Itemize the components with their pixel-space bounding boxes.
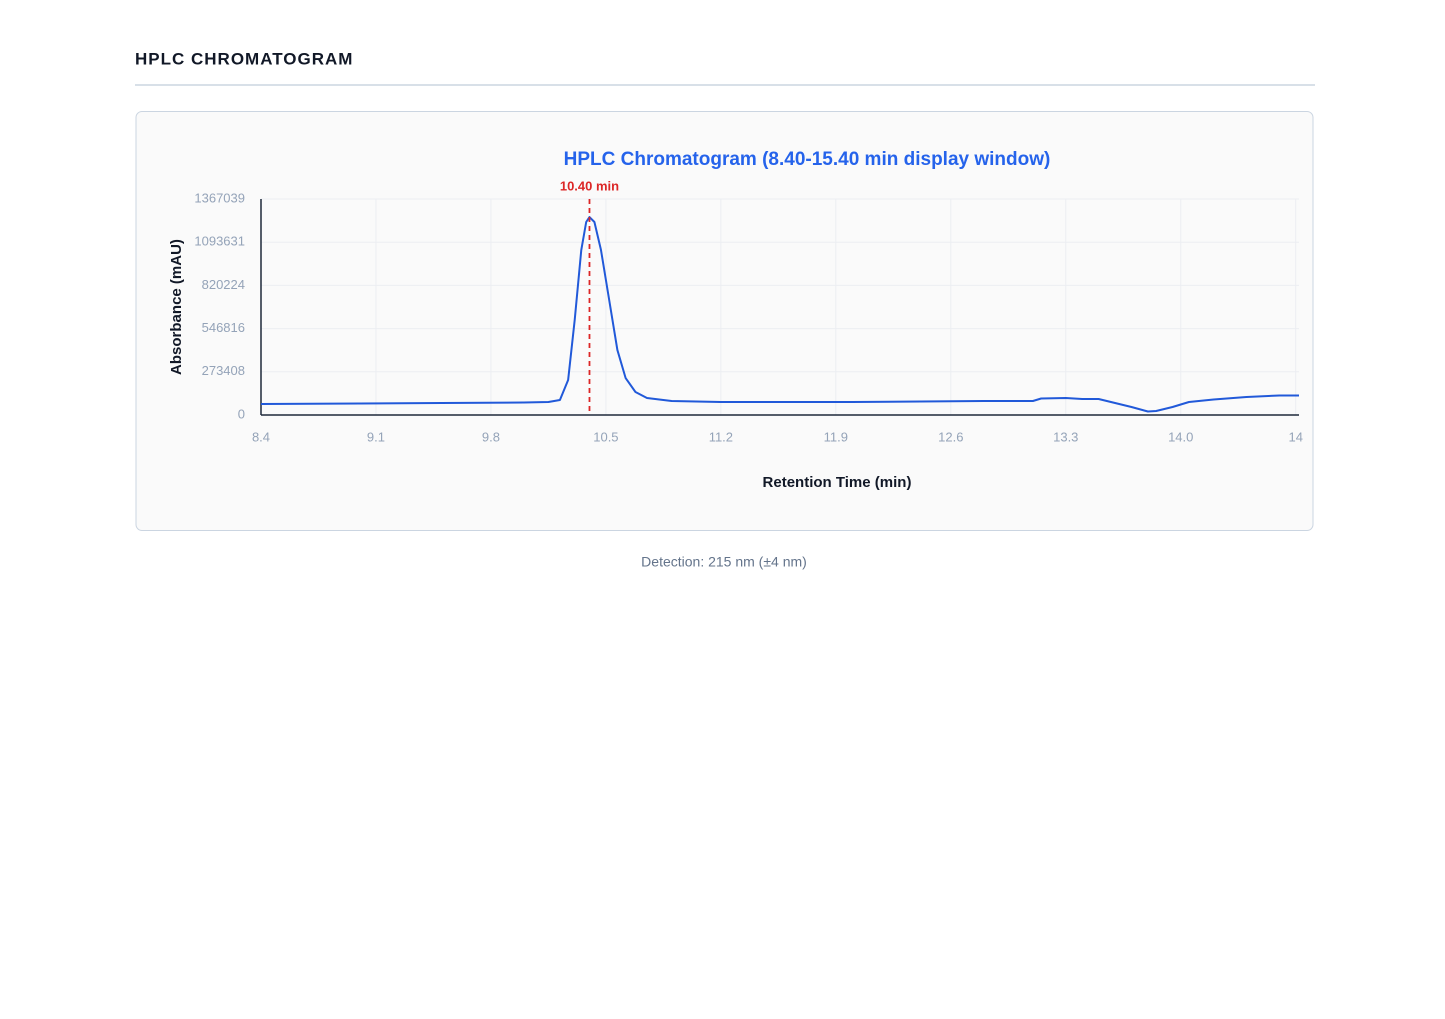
footer-note: Detection: 215 nm (±4 nm) <box>641 554 807 570</box>
x-tick-label: 8.4 <box>252 429 270 444</box>
y-tick-label: 820224 <box>202 277 245 292</box>
y-tick-label: 546816 <box>202 320 245 335</box>
chart-title: HPLC Chromatogram (8.40-15.40 min displa… <box>564 149 1051 170</box>
page-heading: HPLC CHROMATOGRAM <box>135 49 353 68</box>
y-tick-label: 0 <box>238 406 245 421</box>
x-tick-label: 13.3 <box>1053 429 1078 444</box>
data-line <box>260 216 1299 413</box>
y-tick-label: 1367039 <box>194 190 245 205</box>
y-axis-label: Absorbance (mAU) <box>168 239 185 375</box>
chart-card <box>135 111 1314 531</box>
x-tick-label: 14 <box>1288 429 1302 444</box>
x-tick-label: 11.9 <box>824 429 848 444</box>
x-tick-label: 14.0 <box>1168 429 1193 444</box>
x-tick-label: 11.2 <box>709 429 733 444</box>
y-tick-label: 273408 <box>202 363 245 378</box>
y-tick-label: 1093631 <box>194 234 245 249</box>
annotation-label: 10.40 min <box>560 178 619 193</box>
x-tick-label: 12.6 <box>938 429 963 444</box>
x-tick-label: 9.1 <box>367 429 385 444</box>
x-axis-label: Retention Time (min) <box>763 474 912 491</box>
x-tick-label: 9.8 <box>482 429 500 444</box>
x-tick-label: 10.5 <box>593 429 618 444</box>
